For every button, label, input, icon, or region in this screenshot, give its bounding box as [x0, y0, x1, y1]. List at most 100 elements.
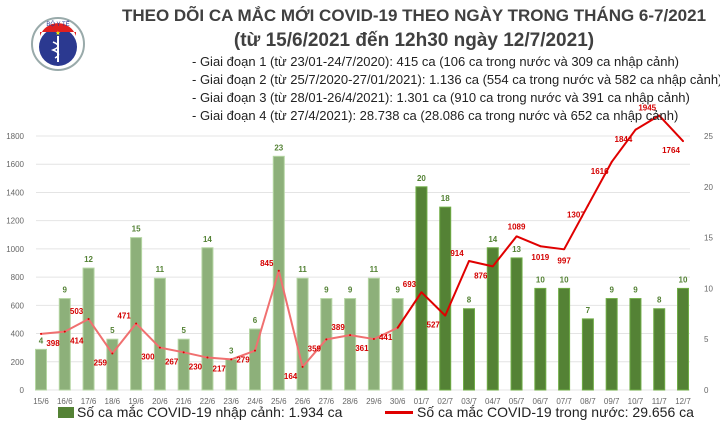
bar-value-label: 5: [110, 326, 115, 335]
bar: [653, 308, 666, 391]
line-segment: [207, 356, 232, 361]
x-tick-label: 23/6: [223, 397, 239, 406]
bar: [249, 328, 261, 391]
bar-value-label: 7: [586, 306, 591, 315]
x-tick-label: 20/6: [152, 397, 168, 406]
x-tick-label: 30/6: [390, 397, 406, 406]
bar-value-label: 11: [370, 265, 379, 274]
line-value-label: 398: [46, 339, 60, 348]
x-tick-label: 03/7: [461, 397, 477, 406]
line-point: [40, 332, 42, 335]
line-point: [230, 358, 233, 361]
line-value-label: 845: [260, 259, 274, 268]
bar: [344, 298, 357, 391]
left-tick-label: 800: [11, 273, 25, 282]
x-tick-label: 11/7: [652, 397, 668, 406]
line-point: [111, 352, 114, 355]
line-value-label: 441: [379, 333, 393, 342]
phase-1: - Giai đoạn 1 (từ 23/01-24/7/2020): 415 …: [192, 54, 680, 69]
right-tick-label: 25: [704, 132, 713, 141]
bar-value-label: 11: [298, 265, 307, 274]
line-value-label: 1307: [567, 211, 585, 220]
line-value-label: 914: [450, 249, 464, 258]
line-value-label: 471: [117, 312, 131, 321]
line-point: [491, 265, 494, 268]
right-tick-label: 5: [704, 335, 709, 344]
bar-value-label: 9: [63, 286, 68, 295]
phase-4: - Giai đoạn 4 (từ 27/4/2021): 28.738 ca …: [192, 108, 679, 123]
line-segment: [540, 245, 565, 251]
line-value-label: 503: [70, 307, 84, 316]
x-tick-label: 10/7: [628, 397, 644, 406]
bar: [130, 237, 143, 391]
line-segment: [349, 334, 375, 341]
x-tick-label: 01/7: [414, 397, 430, 406]
bar: [58, 298, 71, 391]
line-point: [563, 248, 566, 251]
line-point: [277, 269, 280, 272]
bar: [391, 298, 404, 391]
x-tick-label: 08/7: [580, 397, 596, 406]
bar-value-label: 8: [467, 296, 472, 305]
left-tick-label: 200: [11, 358, 25, 367]
x-tick-label: 09/7: [604, 397, 620, 406]
bar-value-label: 20: [417, 174, 426, 183]
line-segment: [326, 334, 351, 341]
x-tick-label: 05/7: [509, 397, 525, 406]
line-value-label: 693: [403, 280, 417, 289]
x-tick-label: 24/6: [247, 397, 263, 406]
legend-imported: Số ca mắc COVID-19 nhập cảnh: 1.934 ca: [58, 404, 342, 420]
legend-bar-swatch: [58, 406, 74, 418]
bar: [201, 247, 214, 391]
line-point: [254, 349, 256, 352]
line-point: [515, 235, 518, 238]
bar-value-label: 5: [181, 326, 186, 335]
moh-logo: ★ BỘ Y TẾ: [31, 17, 85, 71]
line-segment: [230, 349, 256, 361]
line-value-label: 164: [284, 372, 298, 381]
line-value-label: 259: [94, 358, 108, 367]
line-value-label: 230: [189, 363, 203, 372]
x-tick-label: 12/7: [675, 397, 691, 406]
line-segment: [491, 235, 518, 268]
left-tick-label: 400: [11, 330, 25, 339]
line-value-label: 359: [308, 344, 322, 353]
left-tick-label: 1200: [6, 217, 24, 226]
bar-value-label: 10: [536, 275, 545, 284]
bar-value-label: 23: [274, 143, 283, 152]
line-segment: [658, 114, 684, 142]
line-value-label: 279: [236, 356, 250, 365]
line-point: [301, 365, 304, 368]
right-tick-label: 15: [704, 234, 713, 243]
line-segment: [610, 129, 637, 163]
bar-value-label: 10: [679, 275, 688, 284]
svg-text:★: ★: [55, 30, 60, 37]
line-value-label: 300: [141, 353, 155, 362]
bar-value-label: 9: [609, 286, 614, 295]
bar-value-label: 4: [39, 336, 44, 345]
bar-value-label: 13: [512, 245, 521, 254]
line-segment: [135, 322, 161, 349]
line-point: [610, 160, 613, 163]
line-segment: [634, 114, 660, 131]
bar: [581, 318, 594, 391]
line-point: [135, 322, 138, 325]
x-tick-label: 21/6: [176, 397, 192, 406]
x-tick-label: 19/6: [128, 397, 144, 406]
bar-value-label: 14: [203, 235, 212, 244]
line-point: [420, 291, 423, 294]
x-tick-label: 16/6: [57, 397, 73, 406]
line-point: [634, 128, 637, 131]
bar: [463, 308, 475, 391]
line-point: [206, 356, 209, 359]
line-point: [468, 260, 470, 263]
x-tick-label: 28/6: [342, 397, 358, 406]
bar: [677, 287, 689, 391]
legend-domestic-label: Số ca mắc COVID-19 trong nước: 29.656 ca: [417, 404, 694, 420]
bar: [534, 287, 547, 391]
line-segment: [87, 318, 114, 355]
bar-value-label: 3: [229, 347, 234, 356]
line-segment: [159, 346, 184, 354]
x-tick-label: 06/7: [533, 397, 549, 406]
